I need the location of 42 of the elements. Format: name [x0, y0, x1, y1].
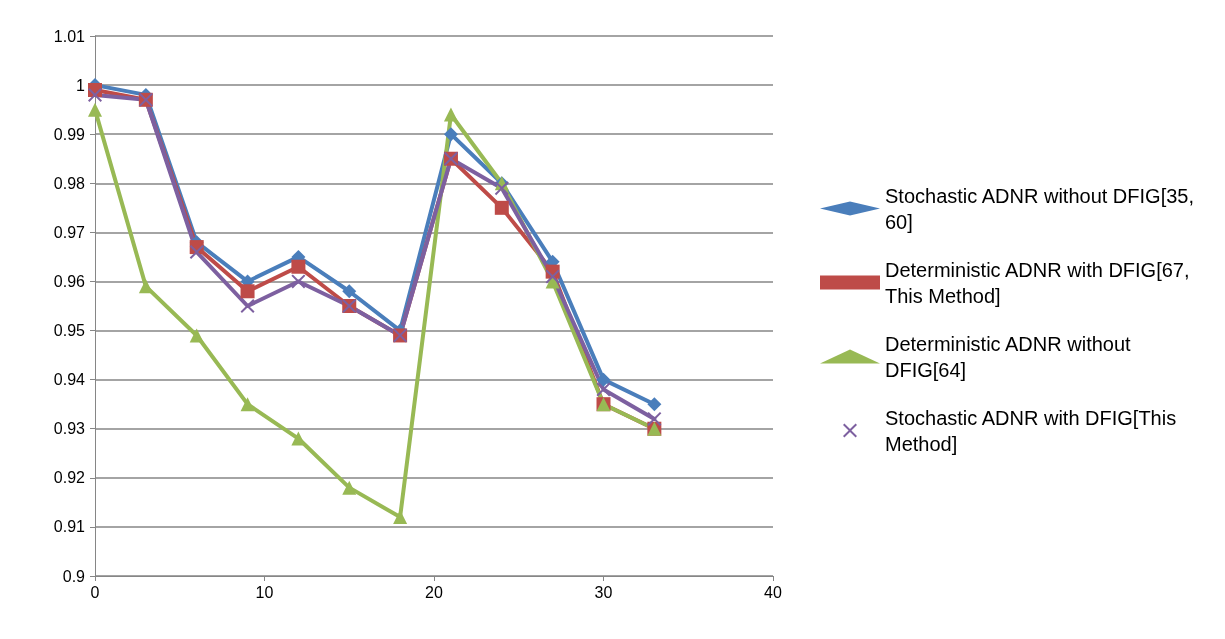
- point: [189, 328, 204, 343]
- point: [342, 284, 357, 299]
- point: [443, 107, 458, 122]
- point: [342, 480, 357, 495]
- x-tick-label: 10: [255, 583, 274, 601]
- x-tick-label: 20: [425, 583, 443, 601]
- legend-label: Stochastic ADNR without DFIG[35,60]: [885, 184, 1195, 233]
- point: [647, 397, 662, 412]
- point: [443, 127, 458, 142]
- y-tick-label: 0.95: [53, 322, 86, 340]
- point: [88, 102, 102, 117]
- point: [596, 382, 611, 397]
- point: [88, 87, 102, 102]
- point: [494, 200, 509, 215]
- y-tick-label: 0.99: [53, 125, 86, 143]
- point: [138, 279, 153, 294]
- y-tick-label: 0.97: [53, 223, 86, 241]
- y-tick-label: 0.96: [53, 272, 86, 290]
- y-tick-label: 0.91: [53, 518, 86, 536]
- legend-label: Deterministic ADNR with DFIG[67,This Method]: [885, 258, 1190, 307]
- legend-label: Deterministic ADNR without DFIG[64]: [885, 332, 1137, 381]
- point: [494, 181, 509, 196]
- x-tick-label: 0: [90, 583, 100, 601]
- point: [291, 274, 306, 289]
- y-tick-label: 0.9: [62, 567, 86, 585]
- x-tick-label: 40: [764, 583, 782, 601]
- y-tick-label: 1.01: [53, 27, 86, 45]
- point: [596, 372, 611, 387]
- point: [291, 259, 306, 274]
- y-tick-label: 0.93: [53, 420, 86, 438]
- point: [240, 397, 255, 412]
- y-tick-label: 1: [76, 76, 86, 94]
- point: [189, 245, 204, 259]
- point: [647, 411, 662, 426]
- y-tick-label: 0.92: [53, 469, 86, 487]
- point: [545, 269, 560, 284]
- x-tick-label: 30: [594, 583, 613, 601]
- legend-label: Stochastic ADNR with DFIG[This Method]: [885, 406, 1182, 455]
- point: [240, 284, 255, 299]
- y-tick-label: 0.94: [53, 371, 86, 389]
- point: [393, 510, 408, 525]
- y-tick-label: 0.98: [53, 174, 86, 192]
